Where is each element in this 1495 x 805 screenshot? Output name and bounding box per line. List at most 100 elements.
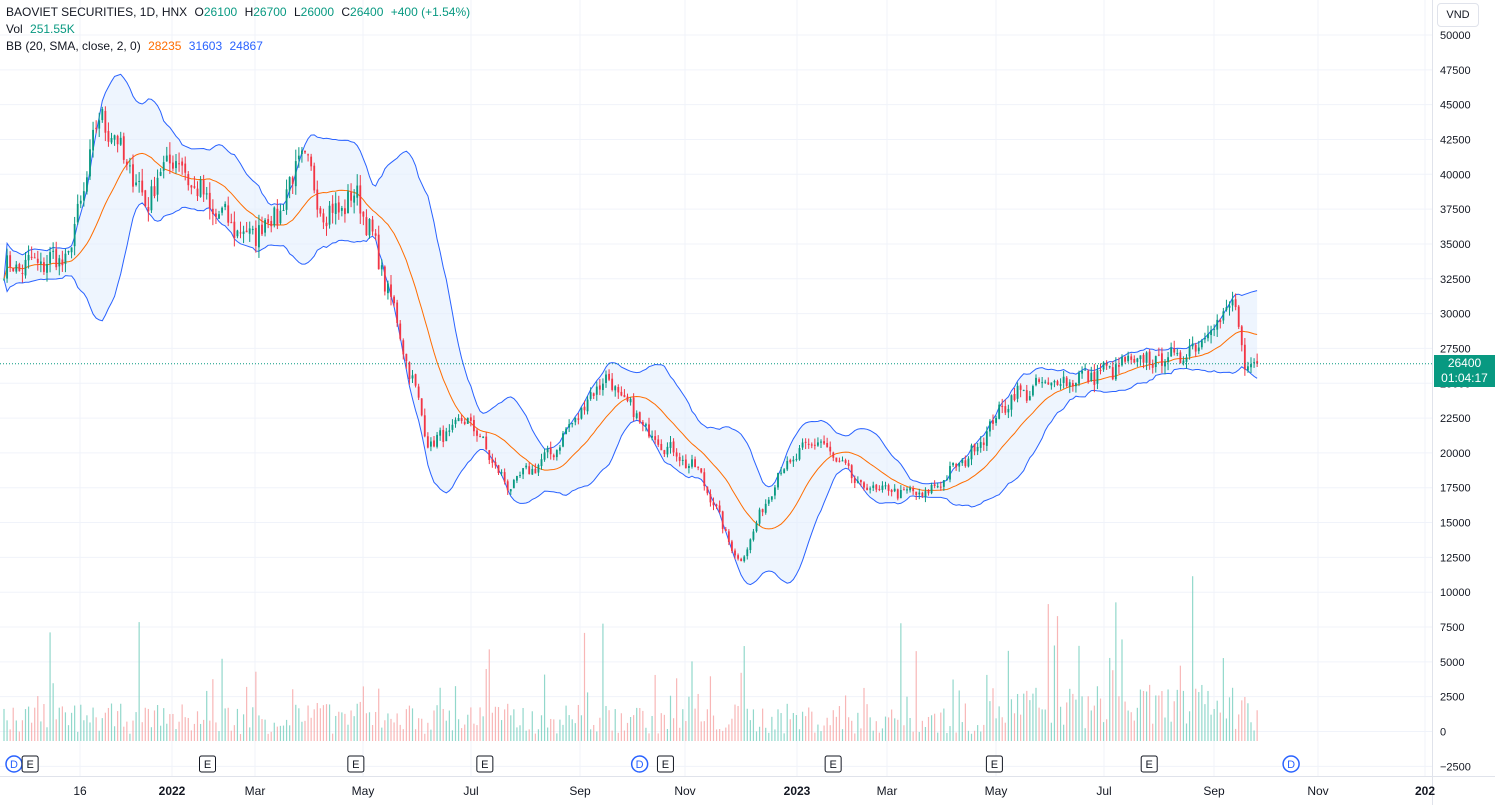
- candle-body: [669, 442, 672, 448]
- volume-bar: [445, 720, 447, 741]
- volume-bar: [752, 709, 755, 741]
- volume-bar: [1047, 604, 1049, 741]
- time-tick-label: Jul: [463, 784, 478, 798]
- price-axis[interactable]: 5000047500450004250040000375003500032500…: [1432, 0, 1471, 805]
- candle-body: [866, 487, 868, 490]
- volume-bar: [507, 703, 509, 741]
- price-tick-label: 7500: [1440, 622, 1464, 634]
- candle-body: [236, 230, 239, 237]
- candle-body: [479, 436, 481, 438]
- volume-bar: [829, 725, 831, 741]
- candle-body: [497, 465, 500, 473]
- volume-bar: [175, 729, 177, 741]
- volume-bar: [1118, 696, 1120, 741]
- candle-body: [156, 177, 159, 195]
- volume-bar: [485, 668, 487, 741]
- volume-bar: [1090, 710, 1092, 741]
- candle-body: [82, 191, 85, 201]
- volume-bar: [878, 732, 880, 741]
- candle-body: [1240, 326, 1243, 346]
- candle-body: [985, 431, 988, 446]
- price-tick-label: 37500: [1440, 204, 1471, 216]
- volume-bar: [940, 712, 942, 741]
- volume-bar: [3, 708, 5, 741]
- candle-body: [233, 221, 236, 239]
- candle-body: [755, 522, 758, 532]
- volume-bar: [34, 707, 36, 741]
- volume-bar: [639, 708, 641, 741]
- candle-body: [307, 154, 309, 156]
- volume-bar: [1173, 701, 1175, 741]
- volume-bar: [1007, 650, 1009, 741]
- candle-body: [620, 391, 623, 396]
- candle-body: [1016, 385, 1019, 399]
- candle-body: [18, 264, 21, 272]
- volume-bar: [270, 731, 272, 741]
- candle-body: [789, 459, 792, 463]
- volume-bar: [1053, 645, 1056, 741]
- symbol-legend: BAOVIET SECURITIES, 1D, HNX O26100 H2670…: [6, 4, 474, 20]
- candle-body: [1173, 348, 1176, 353]
- volume-bar: [952, 679, 954, 741]
- candle-body: [350, 192, 352, 201]
- volume-bar: [955, 732, 957, 741]
- candle-body: [288, 177, 291, 191]
- candle-body: [494, 461, 497, 466]
- volume-bar: [1029, 700, 1031, 741]
- candle-body: [396, 302, 399, 323]
- volume-bar: [1182, 690, 1185, 741]
- candle-body: [423, 415, 426, 437]
- volume-bar: [126, 721, 128, 741]
- volume-bar: [258, 715, 260, 741]
- candle-body: [457, 418, 460, 422]
- volume-bar: [178, 721, 180, 741]
- candle-body: [159, 171, 162, 176]
- volume-bar: [40, 721, 42, 741]
- candle-body: [1127, 355, 1130, 362]
- volume-bar: [1035, 687, 1037, 741]
- volume-bar: [261, 719, 263, 741]
- time-axis[interactable]: 16 2022 Mar May Jul Sep Nov 2023 Mar May Jul Sep Nov…: [0, 776, 1495, 799]
- volume-bar: [1069, 688, 1071, 741]
- volume-bar: [556, 733, 558, 741]
- volume-bar: [414, 729, 417, 741]
- candle-body: [684, 459, 687, 469]
- candle-body: [1019, 385, 1022, 390]
- volume-bar: [900, 623, 902, 741]
- volume-bar: [851, 720, 853, 741]
- volume-bar: [1041, 709, 1043, 741]
- candle-body: [810, 444, 813, 446]
- candle-body: [623, 395, 626, 398]
- candle-body: [165, 155, 168, 162]
- volume-bar: [1256, 710, 1258, 741]
- volume-bar: [310, 717, 312, 741]
- candle-body: [101, 109, 104, 121]
- candlesticks: [3, 106, 1259, 563]
- volume-bar: [18, 731, 20, 741]
- candle-body: [500, 472, 503, 474]
- volume-bar: [1149, 684, 1151, 741]
- candle-body: [208, 192, 211, 209]
- volume-bar: [117, 711, 119, 741]
- volume-bar: [623, 730, 626, 741]
- volume-bar: [838, 706, 841, 741]
- earnings-marker: [21, 755, 39, 773]
- volume-bar: [688, 696, 690, 741]
- volume-bar: [722, 730, 724, 741]
- currency-button[interactable]: VND: [1437, 3, 1479, 27]
- candle-body: [92, 129, 94, 151]
- candle-body: [632, 397, 635, 417]
- volume-bar: [663, 714, 665, 741]
- volume-label: Vol: [6, 22, 23, 36]
- volume-bar: [617, 732, 619, 741]
- candle-body: [915, 491, 918, 495]
- volume-bar: [590, 729, 592, 741]
- candle-body: [998, 404, 1001, 419]
- volume-bar: [875, 721, 877, 741]
- candle-body: [878, 488, 881, 490]
- volume-bar: [255, 671, 257, 741]
- volume-bar: [335, 715, 337, 741]
- volume-bar: [144, 707, 146, 741]
- volume-bar: [774, 729, 776, 741]
